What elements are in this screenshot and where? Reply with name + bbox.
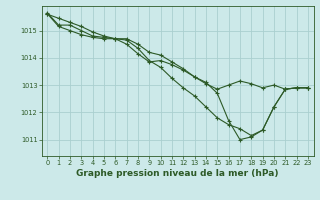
X-axis label: Graphe pression niveau de la mer (hPa): Graphe pression niveau de la mer (hPa) [76, 169, 279, 178]
